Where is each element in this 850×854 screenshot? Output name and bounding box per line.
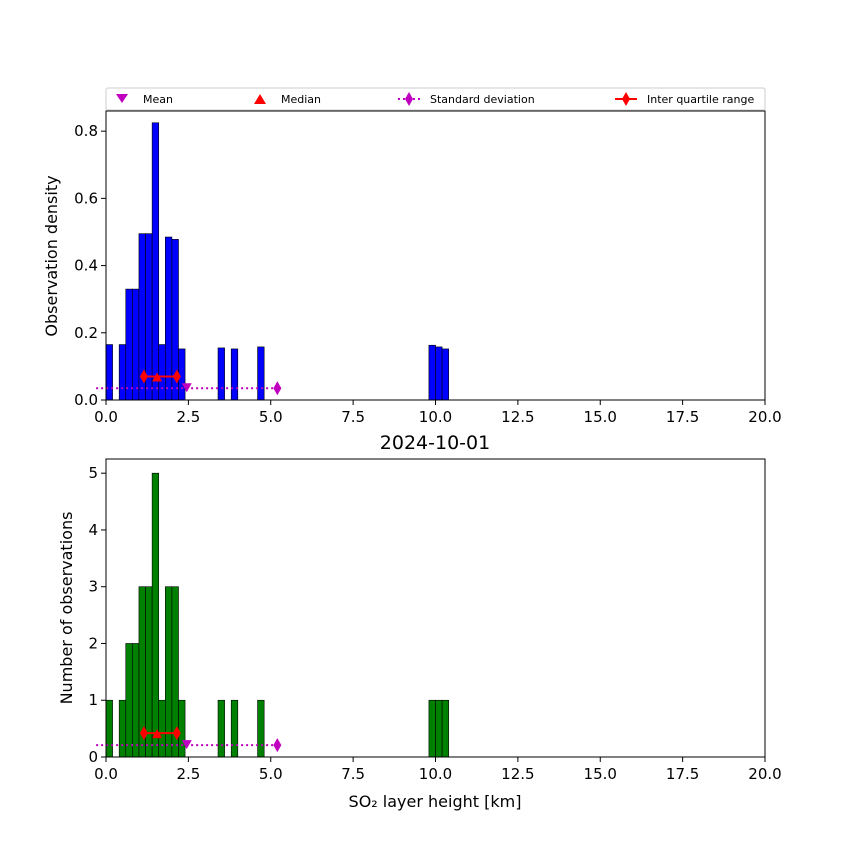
count-y-axis-label: Number of observations [57,512,76,705]
density-x-tick-label: 20.0 [748,408,781,426]
density-y-tick-label: 0.2 [74,324,98,342]
legend-entry-iqr: Inter quartile range [615,92,754,106]
count-bar [178,699,186,758]
density-mean-marker [181,383,192,393]
count-bar [441,699,449,758]
density-statistics [96,369,282,396]
density-bars [105,122,449,401]
legend-entry-std: Standard deviation [398,92,535,106]
density-bar [118,344,127,401]
count-x-ticks: 0.0 2.5 5.0 7.5 10.0 12.5 15.0 17.5 20.0 [94,757,782,783]
count-median-marker [152,729,163,739]
count-chart-title: 2024-10-01 [380,432,490,454]
density-bar [105,344,113,401]
count-y-tick-label: 1 [88,691,98,709]
count-y-tick-label: 0 [88,748,98,766]
count-x-tick-label: 0.0 [94,765,118,783]
legend-label-std: Standard deviation [430,93,535,106]
count-bar [428,699,436,758]
count-x-axis-label: SO₂ layer height [km] [349,792,522,811]
density-x-ticks: 0.0 2.5 5.0 7.5 10.0 12.5 15.0 17.5 20.0 [94,400,782,426]
density-x-tick-label: 10.0 [419,408,452,426]
count-x-tick-label: 10.0 [419,765,452,783]
density-x-tick-label: 7.5 [341,408,365,426]
density-std-marker [273,381,282,396]
density-bar [435,346,443,401]
legend-frame [105,87,766,111]
density-bar [158,344,166,401]
legend-label-mean: Mean [143,93,173,106]
count-x-tick-label: 12.5 [501,765,534,783]
count-std-marker [273,738,282,753]
legend-label-median: Median [281,93,321,106]
density-x-tick-label: 15.0 [584,408,617,426]
density-x-tick-label: 5.0 [259,408,283,426]
count-bar [158,699,166,758]
count-y-tick-label: 4 [88,521,98,539]
density-y-ticks: 0.0 0.2 0.4 0.6 0.8 [74,122,106,409]
count-bar [435,699,443,758]
count-bar [151,472,160,758]
legend: Mean Median Standard deviation Inter qua… [105,87,766,111]
density-y-tick-label: 0.0 [74,391,98,409]
count-bar [165,586,173,758]
count-bar [105,699,113,758]
count-bar [230,699,239,758]
density-y-axis-label: Observation density [42,175,61,336]
count-x-tick-label: 2.5 [176,765,200,783]
density-y-tick-label: 0.4 [74,257,98,275]
density-y-tick-label: 0.8 [74,122,98,140]
count-chart: 2024-10-01 0.0 2.5 5.0 7.5 10.0 12.5 15.0 17.5 2… [57,432,782,811]
count-iqr-marker [139,726,148,741]
legend-label-iqr: Inter quartile range [647,93,754,106]
count-x-tick-label: 15.0 [584,765,617,783]
count-statistics [96,726,282,753]
std-marker-icon [405,92,413,106]
count-y-tick-label: 3 [88,578,98,596]
mean-marker-icon [116,94,128,103]
count-x-tick-label: 20.0 [748,765,781,783]
density-bar [132,288,140,401]
count-iqr-marker [172,726,181,741]
count-x-tick-label: 7.5 [341,765,365,783]
count-bars [105,472,449,758]
count-bar [132,643,140,758]
count-bar [125,643,133,758]
density-bar [125,288,133,401]
count-y-tick-label: 2 [88,634,98,652]
density-y-tick-label: 0.6 [74,189,98,207]
count-x-tick-label: 17.5 [666,765,699,783]
median-marker-icon [254,94,266,104]
count-bar [118,699,127,758]
count-bar [217,699,225,758]
density-iqr-marker [139,369,148,384]
count-bar [257,699,265,758]
density-bar [230,348,239,401]
legend-entry-median: Median [254,93,321,106]
count-y-ticks: 0 1 2 3 4 5 [88,464,106,766]
density-bar [217,347,225,401]
count-y-tick-label: 5 [88,464,98,482]
iqr-marker-icon [622,92,630,106]
count-mean-marker [181,740,192,750]
density-bar [151,122,160,401]
density-x-tick-label: 12.5 [501,408,534,426]
count-x-tick-label: 5.0 [259,765,283,783]
density-bar [441,348,449,401]
density-x-tick-label: 0.0 [94,408,118,426]
density-x-tick-label: 2.5 [176,408,200,426]
density-median-marker [152,372,163,382]
density-bar [257,346,265,401]
density-x-tick-label: 17.5 [666,408,699,426]
legend-entry-mean: Mean [116,93,173,106]
density-iqr-marker [172,369,181,384]
density-bar [428,344,436,401]
density-chart: 0.0 2.5 5.0 7.5 10.0 12.5 15.0 17.5 20.0 0.00.20… [42,110,782,426]
